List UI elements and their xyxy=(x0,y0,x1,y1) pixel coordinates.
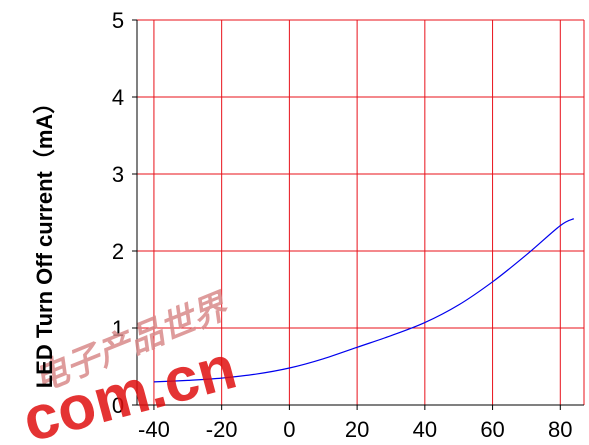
x-tick-label: 0 xyxy=(283,417,295,442)
x-axis-ticks: -40 -20 0 20 40 60 80 xyxy=(138,417,573,442)
y-axis-label: LED Turn Off current（mA） xyxy=(32,92,57,389)
chart-grid xyxy=(137,19,585,405)
chart-axes xyxy=(132,19,584,410)
x-tick-label: 40 xyxy=(413,417,437,442)
x-tick-label: -40 xyxy=(138,417,170,442)
series-line-0 xyxy=(153,218,575,383)
x-tick-label: -20 xyxy=(206,417,238,442)
y-tick-label: 3 xyxy=(112,162,124,187)
y-tick-label: 5 xyxy=(112,8,124,33)
y-tick-label: 0 xyxy=(112,393,124,418)
x-tick-label: 60 xyxy=(480,417,504,442)
y-tick-label: 2 xyxy=(112,239,124,264)
series-group xyxy=(153,218,575,383)
x-tick-label: 20 xyxy=(345,417,369,442)
y-axis-ticks: 0 1 2 3 4 5 xyxy=(112,8,124,418)
y-tick-label: 4 xyxy=(112,85,124,110)
y-tick-label: 1 xyxy=(112,316,124,341)
x-tick-label: 80 xyxy=(548,417,572,442)
